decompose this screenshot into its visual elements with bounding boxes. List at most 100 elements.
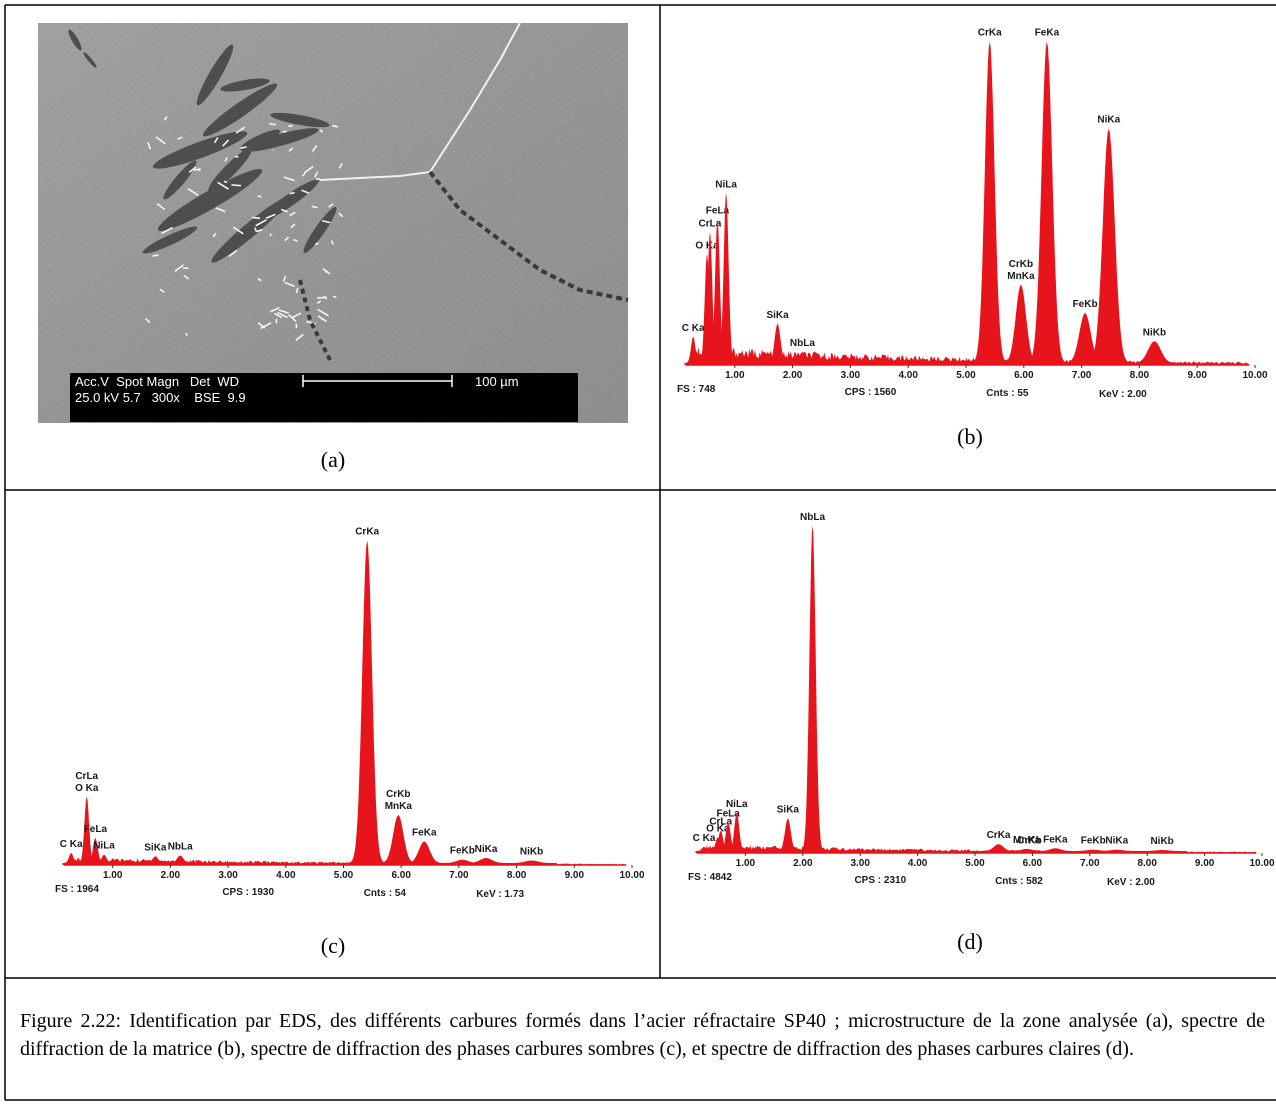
peak-label: NiKa	[1097, 114, 1120, 125]
kev: KeV : 2.00	[1099, 389, 1147, 400]
spectrum-peak	[789, 352, 815, 365]
sem-lamella	[268, 122, 277, 126]
peak-label: FeKb	[1081, 836, 1106, 847]
x-tick-label: 7.00	[449, 870, 469, 881]
spectrum-peak	[347, 540, 387, 865]
table-borders	[4, 4, 1276, 1101]
spectrum-peak	[1137, 850, 1188, 853]
peak-label: CrKb	[1017, 836, 1041, 847]
peak-label: NiKa	[475, 844, 498, 855]
sem-carbide	[68, 29, 82, 51]
spectrum-peak	[1093, 849, 1141, 853]
sem-lamella	[288, 124, 293, 128]
sem-lamella	[217, 181, 229, 190]
x-tick-label: 9.00	[1195, 858, 1215, 869]
x-tick-label: 2.00	[783, 370, 803, 381]
x-tick-label: 6.00	[391, 870, 411, 881]
sem-lamella	[147, 142, 152, 150]
peak-label: NiLa	[93, 841, 115, 852]
spectrum-peak	[716, 193, 736, 365]
sem-lamella	[187, 187, 199, 197]
x-tick-label: 10.00	[619, 870, 644, 881]
peak-label: SiKa	[144, 842, 167, 853]
spectrum-peak	[1062, 313, 1108, 365]
sem-lamella	[183, 274, 190, 280]
spectrum-peak	[970, 41, 1009, 365]
spectrum-peak	[62, 853, 80, 865]
x-tick-label: 10.00	[1249, 858, 1274, 869]
sem-lamella	[317, 315, 327, 323]
x-tick-label: 8.00	[1137, 858, 1157, 869]
peak-label: O Ka	[695, 240, 719, 251]
x-tick-label: 1.00	[736, 858, 756, 869]
sem-lamella	[301, 172, 306, 177]
sem-lamella	[254, 227, 258, 233]
sem-lamella	[328, 203, 334, 208]
sem-lamella	[144, 317, 151, 324]
peak-label: CrKa	[987, 830, 1011, 841]
sem-lamella	[255, 219, 267, 227]
peak-label: FeKa	[412, 827, 437, 838]
peak-label: MnKa	[385, 801, 413, 812]
sem-lamella	[231, 184, 242, 187]
panel-label: (a)	[321, 447, 345, 472]
sem-carbide	[303, 206, 337, 254]
sem-lamella	[156, 202, 166, 211]
spectrum-peak	[700, 232, 720, 365]
x-tick-label: 4.00	[898, 370, 918, 381]
sem-lamella	[224, 157, 228, 162]
peak-label: FeLa	[706, 206, 730, 217]
sem-lamella	[257, 194, 262, 198]
sem-lamella	[240, 146, 247, 150]
peak-label: CrLa	[699, 219, 722, 230]
sem-carbide	[208, 148, 252, 192]
spectrum-peak	[506, 860, 557, 865]
sem-lamella	[283, 176, 295, 182]
spectrum-peak	[727, 813, 747, 853]
sem-lamella	[265, 213, 276, 219]
peak-label: NbLa	[168, 842, 193, 853]
spectrum-peak	[711, 830, 730, 853]
counts: Cnts : 582	[995, 876, 1043, 887]
sem-carbide	[152, 131, 248, 169]
x-tick-label: 2.00	[793, 858, 813, 869]
sem-lamella	[182, 267, 189, 270]
cps: CPS : 1560	[845, 387, 897, 398]
sem-carbide	[142, 226, 198, 254]
sem-lamella	[292, 312, 302, 319]
sem-carbide	[261, 179, 319, 221]
full-scale: FS : 4842	[688, 872, 732, 883]
sem-lamella	[278, 309, 289, 314]
peak-label: CrLa	[709, 817, 732, 828]
sem-lamella	[289, 211, 296, 217]
peak-label: O Ka	[706, 823, 730, 834]
panel-label: (d)	[957, 929, 983, 954]
full-scale: FS : 748	[677, 384, 716, 395]
spectrum-peak	[979, 844, 1018, 853]
peak-label: NiLa	[726, 799, 748, 810]
sem-lamella	[322, 219, 331, 224]
peak-label: NiKb	[520, 847, 543, 858]
cps: CPS : 1930	[222, 887, 274, 898]
peak-label: FeKa	[1043, 834, 1068, 845]
sem-boundary	[428, 170, 629, 302]
x-tick-label: 4.00	[908, 858, 928, 869]
peak-label: FeLa	[717, 809, 741, 820]
peak-label: MnKa	[1007, 271, 1035, 282]
sem-lamella	[277, 311, 288, 319]
spectrum-peak	[1085, 128, 1133, 365]
sem-lamella	[257, 278, 262, 282]
peak-label: NiKb	[1150, 836, 1173, 847]
spectrum-background	[63, 857, 627, 865]
sem-values: 25.0 kV 5.7 300x BSE 9.9	[75, 390, 246, 405]
spectrum-peak	[143, 856, 168, 865]
sem-carbide	[83, 52, 97, 68]
sem-carbide	[241, 128, 319, 152]
spectrum-peak	[776, 818, 800, 853]
sem-lamella	[338, 163, 343, 169]
sem-lamella	[223, 180, 228, 184]
sem-lamella	[295, 287, 299, 294]
